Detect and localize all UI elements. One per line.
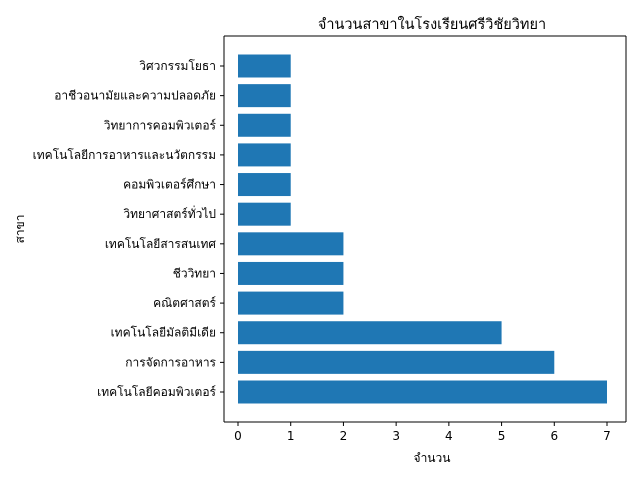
x-axis-ticks: 0 1 2 3 4 5 6 7 [234,422,611,443]
bar [238,173,291,197]
x-tick-label: 2 [340,429,348,443]
x-tick-label: 4 [445,429,453,443]
y-tick-label: เทคโนโลยีการอาหารและนวัตกรรม [33,148,216,162]
bar [238,261,344,285]
bars-group [238,54,607,404]
bar [238,84,291,108]
bar [238,380,607,404]
bar [238,113,291,137]
x-tick-label: 7 [603,429,611,443]
x-tick-label: 3 [392,429,400,443]
y-axis-ticks: เทคโนโลยีคอมพิวเตอร์ การจัดการอาหาร เทคโนโ… [33,59,224,399]
x-tick-label: 1 [287,429,295,443]
y-tick-label: วิทยาการคอมพิวเตอร์ [104,118,217,132]
x-tick-label: 0 [234,429,242,443]
y-tick-label: เทคโนโลยีสารสนเทศ [105,237,217,251]
chart-title: จำนวนสาขาในโรงเรียนศรีวิชัยวิทยา [318,15,546,33]
bar [238,291,344,315]
bar [238,321,502,345]
axes-frame [223,35,627,423]
y-axis-label: สาขา [13,214,27,243]
x-tick-label: 6 [550,429,558,443]
bar [238,232,344,256]
y-tick-label: อาชีวอนามัยและความปลอดภัย [54,89,216,103]
y-tick-label: วิศวกรรมโยธา [139,59,216,73]
y-tick-label: เทคโนโลยีมัลติมีเดีย [111,326,216,340]
y-tick-label: วิทยาศาสตร์ทั่วไป [123,205,216,221]
y-tick-label: ชีววิทยา [173,266,216,280]
bar [238,350,555,374]
y-tick-label: เทคโนโลยีคอมพิวเตอร์ [97,385,216,399]
bar [238,143,291,167]
bar [238,202,291,226]
x-axis-label: จำนวน [414,451,451,465]
bar [238,54,291,78]
y-tick-label: คอมพิวเตอร์ศึกษา [123,178,216,192]
y-tick-label: คณิตศาสตร์ [153,296,216,310]
y-tick-label: การจัดการอาหาร [125,355,216,369]
x-tick-label: 5 [498,429,506,443]
